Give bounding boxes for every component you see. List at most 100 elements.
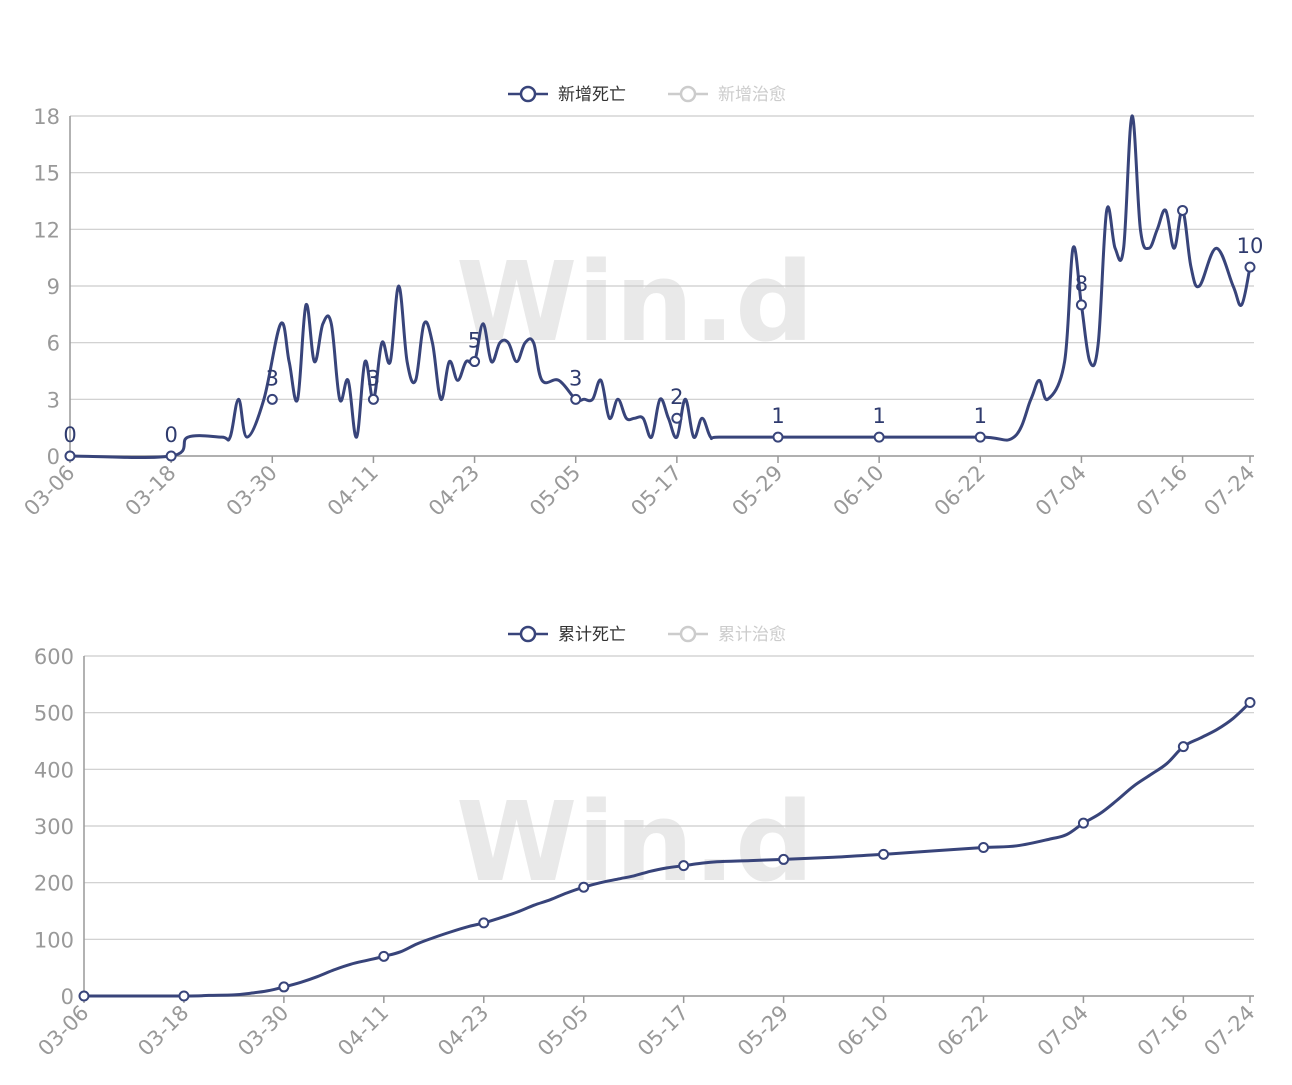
x-tick-label: 07-16 [1132, 461, 1192, 521]
data-label: 0 [63, 423, 76, 447]
data-point [478, 917, 490, 929]
data-point [772, 431, 784, 443]
x-tick-label: 07-04 [1031, 461, 1091, 521]
y-tick-label: 6 [47, 332, 60, 356]
y-tick-label: 100 [34, 928, 74, 952]
legend-item-1[interactable]: 新增治愈 [668, 85, 786, 105]
x-tick-label: 03-18 [133, 1001, 193, 1061]
legend-marker [519, 625, 537, 643]
watermark-bottom: Win.d [456, 778, 814, 906]
x-tick-label: 06-10 [833, 1001, 893, 1061]
data-label: 3 [569, 366, 582, 390]
legend: 新增死亡 新增治愈 [508, 85, 786, 105]
legend: 累计死亡 累计治愈 [508, 625, 786, 645]
legend-marker [519, 85, 537, 103]
y-tick-label: 12 [33, 218, 60, 242]
data-label: 1 [771, 404, 784, 428]
data-label: 2 [670, 385, 683, 409]
x-tick-label: 03-06 [33, 1001, 93, 1061]
legend-label: 新增治愈 [718, 85, 786, 105]
x-tick-label: 03-06 [19, 461, 79, 521]
data-point [378, 950, 390, 962]
x-tick-label: 07-24 [1199, 1001, 1259, 1061]
data-point [671, 412, 683, 424]
data-point [266, 393, 278, 405]
data-point [974, 431, 986, 443]
series-line [83, 701, 1252, 998]
series-0 [78, 696, 1256, 1002]
data-label: 1 [974, 404, 987, 428]
y-tick-label: 3 [47, 388, 60, 412]
legend-item-0[interactable]: 累计死亡 [508, 625, 626, 645]
y-tick-label: 300 [34, 815, 74, 839]
x-tick-label: 04-23 [424, 461, 484, 521]
x-tick-label: 05-29 [733, 1001, 793, 1061]
x-tick-label: 04-23 [433, 1001, 493, 1061]
data-point [678, 860, 690, 872]
data-point [570, 393, 582, 405]
y-tick-label: 400 [34, 758, 74, 782]
data-point [278, 981, 290, 993]
legend-label: 新增死亡 [558, 85, 626, 105]
y-tick-label: 0 [61, 985, 74, 1009]
data-point [1077, 817, 1089, 829]
x-tick-label: 03-18 [121, 461, 181, 521]
data-point [977, 842, 989, 854]
y-tick-label: 600 [34, 645, 74, 669]
y-tick-label: 9 [47, 275, 60, 299]
x-tick-label: 06-22 [933, 1001, 993, 1061]
data-label: 10 [1237, 234, 1264, 258]
x-tick-label: 05-17 [626, 461, 686, 521]
data-point [1244, 261, 1256, 273]
x-tick-label: 05-05 [533, 1001, 593, 1061]
x-tick-label: 06-10 [829, 461, 889, 521]
legend-label: 累计治愈 [718, 625, 786, 645]
y-tick-label: 18 [33, 105, 60, 129]
y-tick-label: 15 [33, 162, 60, 186]
y-tick-label: 500 [34, 702, 74, 726]
x-tick-label: 07-16 [1133, 1001, 1193, 1061]
data-point [578, 881, 590, 893]
data-point [1177, 741, 1189, 753]
data-label: 5 [468, 329, 481, 353]
y-tick-label: 200 [34, 872, 74, 896]
data-label: 0 [164, 423, 177, 447]
data-point [165, 450, 177, 462]
x-tick-label: 05-17 [633, 1001, 693, 1061]
legend-marker [679, 625, 697, 643]
data-point [1075, 299, 1087, 311]
watermark-top: Win.d [456, 238, 814, 366]
data-label: 3 [367, 366, 380, 390]
series-line [69, 114, 1252, 460]
x-tick-label: 07-24 [1199, 461, 1259, 521]
data-point [873, 431, 885, 443]
legend-item-1[interactable]: 累计治愈 [668, 625, 786, 645]
x-tick-label: 03-30 [222, 461, 282, 521]
data-label: 3 [266, 366, 279, 390]
data-point [878, 848, 890, 860]
legend-label: 累计死亡 [558, 625, 626, 645]
data-label: 1 [872, 404, 885, 428]
x-tick-label: 05-29 [727, 461, 787, 521]
x-tick-label: 06-22 [930, 461, 990, 521]
x-tick-label: 03-30 [233, 1001, 293, 1061]
x-tick-label: 05-05 [525, 461, 585, 521]
x-tick-label: 04-11 [323, 461, 383, 521]
data-point [178, 990, 190, 1002]
legend-marker [679, 85, 697, 103]
data-point [78, 990, 90, 1002]
data-point [367, 393, 379, 405]
data-point [1177, 204, 1189, 216]
data-point [469, 356, 481, 368]
x-tick-label: 07-04 [1033, 1001, 1093, 1061]
data-label: 8 [1075, 272, 1088, 296]
legend-item-0[interactable]: 新增死亡 [508, 85, 626, 105]
data-point [778, 853, 790, 865]
y-tick-label: 0 [47, 445, 60, 469]
x-tick-label: 04-11 [333, 1001, 393, 1061]
data-point [1244, 696, 1256, 708]
data-point [64, 450, 76, 462]
series-0: 0 0 3 3 5 3 2 1 1 1 8 10 [63, 114, 1264, 462]
